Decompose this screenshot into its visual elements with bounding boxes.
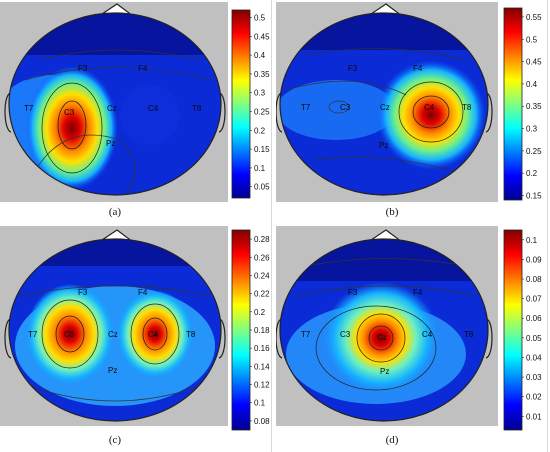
colorbar-tick-label: 0.1 xyxy=(254,164,266,173)
electrode-label: Pz xyxy=(108,366,117,375)
colorbar-tick-label: 0.05 xyxy=(254,183,270,192)
electrode-label: F3 xyxy=(78,64,88,73)
colorbar-tick-label: 0.25 xyxy=(254,108,270,117)
colorbar-tick-label: 0.15 xyxy=(526,192,542,201)
colorbar-tick-label: 0.45 xyxy=(254,32,270,41)
colorbar-tick-label: 0.4 xyxy=(254,51,266,60)
electrode-label: F3 xyxy=(78,288,88,297)
colorbar-tick-label: 0.28 xyxy=(254,235,270,244)
electrode-label: C3 xyxy=(340,330,351,339)
electrode-label: C4 xyxy=(424,103,435,112)
scalp-map-c: 0.28 0.26 0.24 0.22 0.2 0.18 0.16 0.14 0.12 0.1 0.… xyxy=(4,229,270,431)
colorbar-tick-label: 0.26 xyxy=(254,253,270,262)
panel-caption: (b) xyxy=(385,206,399,218)
electrode-label: C4 xyxy=(148,104,159,113)
colorbar-tick-label: 0.05 xyxy=(526,334,542,343)
colorbar-tick-label: 0.45 xyxy=(526,58,542,67)
colorbar-tick-label: 0.3 xyxy=(526,125,538,134)
colorbar-tick-label: 0.07 xyxy=(526,295,542,304)
electrode-label: Pz xyxy=(379,141,388,150)
electrode-label: Cz xyxy=(108,330,118,339)
electrode-label: T7 xyxy=(301,330,311,339)
colorbar-tick-label: 0.08 xyxy=(254,417,270,426)
electrode-label: F4 xyxy=(413,288,423,297)
scalp-map-d: 0.10.090.080.070.060.050.040.030.020.01 … xyxy=(276,229,542,431)
topomap-panel-a: 0.5 0.45 0.4 0.35 0.3 0.25 0.2 0.15 0.1 0.05 F3 F… xyxy=(0,0,271,226)
colorbar-tick-label: 0.22 xyxy=(254,290,270,299)
colorbar-tick-label: 0.12 xyxy=(254,381,270,390)
scalp-map-b: 0.55 0.5 0.45 0.4 0.35 0.3 0.25 0.2 0.15 F3 F4 T… xyxy=(276,3,542,201)
scalp-map-a: 0.5 0.45 0.4 0.35 0.3 0.25 0.2 0.15 0.1 0.05 F3 F… xyxy=(4,3,270,199)
electrode-label: Pz xyxy=(380,367,389,376)
electrode-label: Cz xyxy=(377,333,387,342)
colorbar-tick-label: 0.5 xyxy=(254,14,266,23)
colorbar-tick-label: 0.01 xyxy=(526,412,542,421)
colorbar-tick-label: 0.03 xyxy=(526,373,542,382)
colorbar-tick-label: 0.15 xyxy=(254,145,270,154)
colorbar-tick-label: 0.14 xyxy=(254,362,270,371)
colorbar-tick-label: 0.24 xyxy=(254,271,270,280)
colorbar-tick-label: 0.16 xyxy=(254,344,270,353)
colorbar-c xyxy=(231,229,251,431)
colorbar-tick-label: 0.25 xyxy=(526,147,542,156)
electrode-label: T7 xyxy=(24,104,34,113)
electrode-label: F4 xyxy=(413,64,423,73)
colorbar-d xyxy=(503,229,523,431)
panel-caption: (c) xyxy=(108,434,122,446)
topomap-panel-b: 0.55 0.5 0.45 0.4 0.35 0.3 0.25 0.2 0.15 F3 F4 T… xyxy=(276,0,547,226)
panel-caption: (a) xyxy=(108,206,122,218)
electrode-label: T8 xyxy=(192,104,202,113)
colorbar-tick-label: 0.3 xyxy=(254,89,266,98)
colorbar-tick-label: 0.1 xyxy=(526,236,538,245)
topomap-panel-d: 0.1 0.09 0.08 0.07 0.06 0.05 0.04 0.03 0.02 0.01 … xyxy=(276,226,547,452)
colorbar-tick-label: 0.35 xyxy=(526,102,542,111)
electrode-label: T8 xyxy=(464,330,474,339)
colorbar-tick-label: 0.35 xyxy=(254,70,270,79)
electrode-label: C3 xyxy=(64,330,75,339)
colorbar-tick-label: 0.08 xyxy=(526,275,542,284)
electrode-label: C4 xyxy=(148,330,159,339)
vertical-divider-right xyxy=(547,0,548,452)
colorbar-tick-label: 0.06 xyxy=(526,314,542,323)
electrode-label: Cz xyxy=(107,104,117,113)
electrode-label: F4 xyxy=(138,288,148,297)
colorbar-tick-label: 0.5 xyxy=(526,35,538,44)
electrode-label: T7 xyxy=(301,103,311,112)
electrode-label: C3 xyxy=(340,103,351,112)
topomap-panel-c: 0.28 0.26 0.24 0.22 0.2 0.18 0.16 0.14 0.12 0.1 0.… xyxy=(0,226,271,452)
colorbar-tick-label: 0.55 xyxy=(526,13,542,22)
electrode-label: T8 xyxy=(462,103,472,112)
colorbar-tick-label: 0.2 xyxy=(526,169,538,178)
electrode-label: T8 xyxy=(186,330,196,339)
colorbar-tick-label: 0.09 xyxy=(526,255,542,264)
colorbar-a xyxy=(231,9,251,199)
electrode-label: T7 xyxy=(28,330,38,339)
electrode-label: Cz xyxy=(380,103,390,112)
electrode-label: F3 xyxy=(348,288,358,297)
colorbar-tick-label: 0.1 xyxy=(254,399,266,408)
electrode-label: Pz xyxy=(106,139,115,148)
electrode-label: C4 xyxy=(422,330,433,339)
electrode-label: F4 xyxy=(138,64,148,73)
colorbar-tick-label: 0.2 xyxy=(254,126,266,135)
colorbar-tick-label: 0.02 xyxy=(526,393,542,402)
colorbar-tick-label: 0.04 xyxy=(526,353,542,362)
colorbar-b xyxy=(503,7,523,201)
vertical-divider xyxy=(271,0,272,452)
electrode-label: F3 xyxy=(348,64,358,73)
colorbar-tick-label: 0.18 xyxy=(254,326,270,335)
colorbar-tick-label: 0.2 xyxy=(254,308,266,317)
colorbar-tick-label: 0.4 xyxy=(526,80,538,89)
electrode-label: C3 xyxy=(64,108,75,117)
panel-caption: (d) xyxy=(385,434,399,446)
